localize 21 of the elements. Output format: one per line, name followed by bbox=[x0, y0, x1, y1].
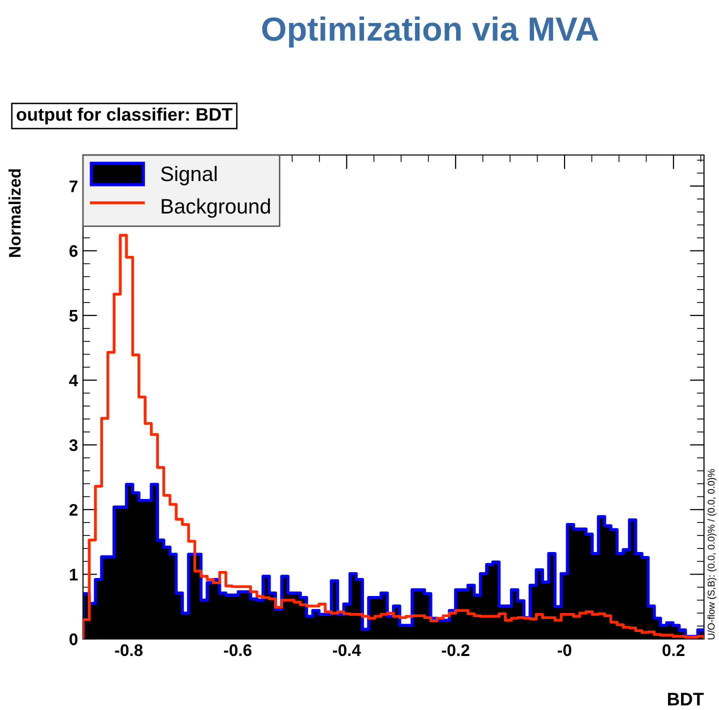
legend-label: Signal bbox=[161, 166, 217, 186]
legend-label: Background bbox=[162, 198, 270, 218]
x-tick-label: -0 bbox=[558, 644, 572, 656]
y-tick-label: 4 bbox=[69, 374, 78, 386]
x-tick-label: 0.2 bbox=[662, 644, 684, 656]
y-tick-label: 6 bbox=[69, 245, 78, 257]
x-axis-title: BDT bbox=[668, 692, 704, 706]
text: U/O-flow (S,B): (0.0, 0.0)% / (0.0, 0.0)% bbox=[707, 469, 717, 640]
x-tick-label: -0.4 bbox=[332, 644, 361, 656]
chart-title: Optimization via MVA bbox=[262, 16, 598, 48]
x-tick-label: -0.2 bbox=[442, 644, 470, 656]
y-tick-label: 2 bbox=[69, 504, 78, 516]
x-tick-label: -0.6 bbox=[224, 644, 252, 656]
chart-subtitle: output for classifier: BDT bbox=[16, 108, 232, 124]
y-tick-label: 1 bbox=[70, 568, 78, 580]
y-tick-label: 5 bbox=[69, 310, 78, 322]
y-tick-label: 0 bbox=[70, 633, 78, 646]
x-tick-label: -0.8 bbox=[115, 644, 143, 656]
y-axis-title: Normalized bbox=[8, 169, 21, 257]
y-tick-label: 7 bbox=[70, 180, 78, 192]
y-tick-label: 3 bbox=[69, 439, 78, 452]
